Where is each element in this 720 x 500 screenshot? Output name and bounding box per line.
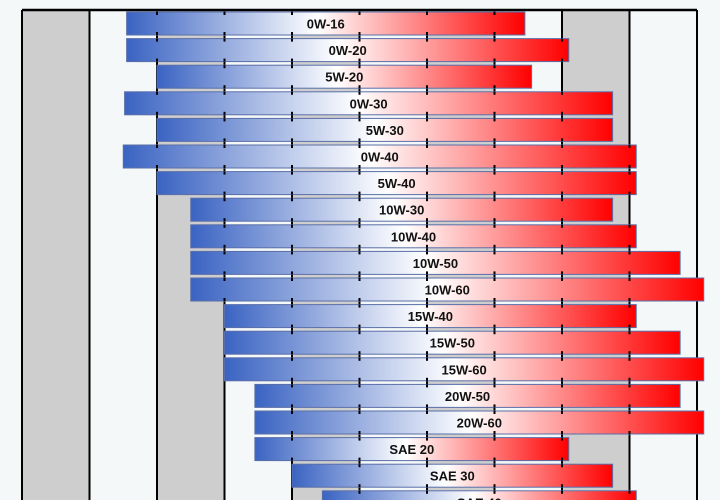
bar-label: 10W-40 (391, 229, 436, 244)
bar-label: 20W-60 (457, 416, 502, 431)
bar-rect (291, 463, 614, 488)
bar-rect (224, 357, 705, 382)
bar-0w-30: 0W-30 (124, 91, 614, 116)
bar-rect (124, 91, 614, 116)
bar-5w-20: 5W-20 (156, 64, 533, 89)
bar-label: 10W-50 (413, 256, 458, 271)
bar-rect (190, 224, 637, 249)
bar-10w-50: 10W-50 (190, 250, 681, 275)
bar-rect (321, 490, 637, 500)
bar-label: SAE 40 (457, 495, 502, 500)
bar-0w-16: 0W-16 (126, 11, 526, 36)
band-column-0 (22, 10, 90, 500)
bar-label: 5W-30 (366, 123, 404, 138)
bar-rect (126, 38, 570, 63)
bar-rect (126, 11, 526, 36)
bar-rect (254, 383, 681, 408)
bar-5w-40: 5W-40 (156, 171, 637, 196)
bar-sae-40: SAE 40 (321, 490, 637, 500)
bar-sae-30: SAE 30 (291, 463, 614, 488)
bar-10w-40: 10W-40 (190, 224, 637, 249)
bar-sae-20: SAE 20 (254, 437, 570, 462)
bar-15w-50: 15W-50 (224, 330, 681, 355)
bar-rect (190, 277, 705, 302)
bar-label: 10W-60 (425, 283, 470, 298)
bar-label: 0W-40 (361, 150, 399, 165)
bar-label: SAE 30 (430, 469, 475, 484)
bar-15w-60: 15W-60 (224, 357, 705, 382)
bar-rect (224, 304, 637, 329)
bar-rect (254, 410, 705, 435)
bar-rect (190, 197, 614, 222)
bar-label: 15W-60 (441, 362, 486, 377)
bar-10w-30: 10W-30 (190, 197, 614, 222)
bar-10w-60: 10W-60 (190, 277, 705, 302)
bar-rect (122, 144, 637, 169)
bar-label: 0W-30 (350, 96, 388, 111)
bar-label: 5W-40 (378, 176, 416, 191)
bar-label: 15W-40 (408, 309, 453, 324)
bar-rect (156, 171, 637, 196)
bar-rect (156, 117, 614, 142)
bar-label: 0W-20 (329, 43, 367, 58)
bar-label: 15W-50 (430, 336, 475, 351)
bar-15w-40: 15W-40 (224, 304, 637, 329)
bar-5w-30: 5W-30 (156, 117, 614, 142)
bar-0w-20: 0W-20 (126, 38, 570, 63)
bar-rect (156, 64, 533, 89)
bar-rect (254, 437, 570, 462)
viscosity-bars: 0W-16 0W-20 5W-20 0W-30 5W-30 0W-40 5W-40 10W-3… (122, 11, 705, 500)
bar-label: 10W-30 (379, 203, 424, 218)
bar-20w-50: 20W-50 (254, 383, 681, 408)
bar-rect (224, 330, 681, 355)
bar-label: 0W-16 (307, 17, 345, 32)
bar-20w-60: 20W-60 (254, 410, 705, 435)
bar-0w-40: 0W-40 (122, 144, 637, 169)
bar-rect (190, 250, 681, 275)
bar-label: 20W-50 (445, 389, 490, 404)
bar-label: 5W-20 (325, 70, 363, 85)
bar-label: SAE 20 (389, 442, 434, 457)
band-column-1 (89, 10, 157, 500)
